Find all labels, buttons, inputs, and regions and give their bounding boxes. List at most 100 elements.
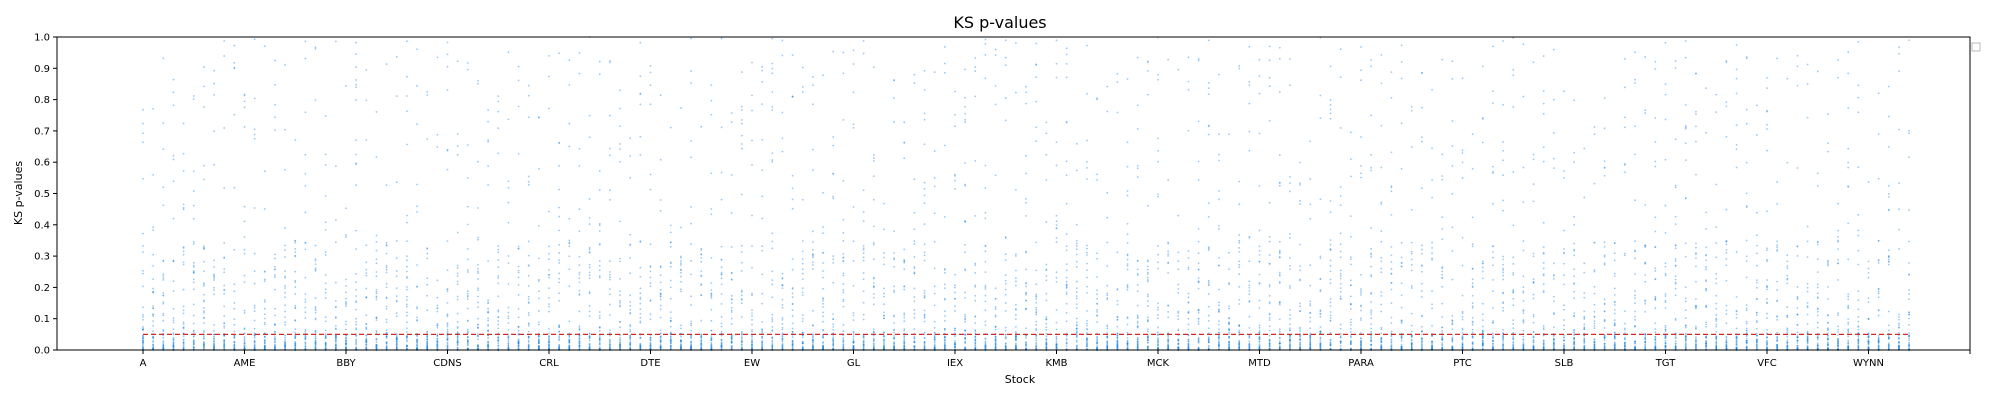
data-point: [324, 320, 327, 323]
data-point: [598, 314, 601, 317]
data-point: [477, 334, 479, 337]
data-point: [182, 343, 185, 346]
data-point: [456, 331, 459, 334]
data-point: [1086, 254, 1088, 256]
data-point: [416, 285, 418, 288]
data-point: [1136, 304, 1139, 307]
data-point: [456, 283, 459, 286]
data-point: [375, 156, 378, 159]
data-point: [1075, 324, 1078, 327]
data-point: [334, 336, 337, 339]
data-point: [1075, 295, 1078, 298]
data-point: [213, 339, 215, 342]
data-point: [1197, 57, 1200, 60]
data-point: [436, 145, 439, 148]
data-point: [223, 347, 226, 350]
data-point: [700, 257, 703, 259]
data-point: [436, 310, 439, 313]
data-point: [162, 336, 165, 339]
data-point: [294, 286, 297, 288]
data-point: [507, 51, 510, 54]
data-point: [1015, 280, 1017, 283]
data-point: [598, 170, 601, 172]
data-point: [537, 339, 540, 342]
data-point: [395, 300, 398, 303]
data-point: [385, 347, 388, 350]
data-point: [659, 308, 662, 311]
data-point: [263, 170, 266, 173]
data-point: [781, 343, 784, 345]
data-point: [923, 202, 926, 204]
data-point: [1207, 341, 1210, 344]
data-point: [203, 245, 205, 248]
data-point: [487, 341, 489, 344]
data-point: [1096, 252, 1098, 255]
data-point: [152, 347, 155, 350]
data-point: [1238, 285, 1241, 288]
data-point: [436, 343, 439, 346]
data-point: [416, 335, 418, 338]
data-point: [1177, 268, 1180, 271]
data-point: [578, 310, 581, 313]
data-point: [669, 126, 672, 129]
data-point: [730, 306, 733, 309]
data-point: [578, 147, 581, 150]
data-point: [436, 333, 439, 336]
data-point: [680, 340, 682, 342]
data-point: [162, 319, 165, 322]
data-point: [314, 347, 317, 350]
data-point: [507, 180, 510, 183]
data-point: [345, 336, 347, 339]
data-point: [152, 343, 155, 346]
data-point: [1015, 308, 1017, 311]
data-point: [466, 347, 469, 350]
data-point: [1126, 323, 1129, 326]
data-point: [284, 256, 286, 258]
data-point: [446, 334, 449, 337]
data-point: [436, 342, 439, 345]
data-point: [527, 254, 530, 257]
data-point: [1096, 344, 1098, 347]
data-point: [832, 197, 835, 200]
data-point: [1258, 299, 1261, 302]
data-point: [152, 347, 155, 350]
data-point: [690, 222, 692, 225]
data-point: [852, 126, 855, 129]
data-point: [609, 341, 611, 344]
data-point: [812, 169, 814, 172]
data-point: [883, 345, 885, 348]
data-point: [1055, 236, 1058, 239]
data-point: [1025, 154, 1027, 157]
data-point: [355, 184, 358, 186]
data-point: [1218, 338, 1220, 341]
data-point: [771, 326, 774, 328]
data-point: [740, 294, 743, 296]
data-point: [507, 340, 510, 343]
data-point: [1075, 297, 1078, 300]
data-point: [1207, 319, 1210, 322]
data-point: [680, 280, 682, 283]
data-point: [730, 271, 733, 274]
data-point: [629, 272, 632, 275]
data-point: [406, 259, 408, 262]
data-point: [142, 177, 144, 180]
data-point: [1157, 308, 1159, 311]
data-point: [994, 306, 997, 309]
data-point: [1248, 289, 1251, 292]
data-point: [669, 262, 672, 265]
data-point: [629, 304, 632, 307]
data-point: [771, 346, 774, 348]
data-point: [345, 347, 347, 350]
data-point: [406, 337, 408, 340]
data-point: [761, 335, 764, 338]
data-point: [456, 341, 459, 344]
data-point: [304, 345, 307, 348]
data-point: [609, 343, 611, 345]
data-point: [162, 347, 165, 350]
data-point: [243, 340, 246, 343]
data-point: [710, 293, 713, 295]
data-point: [1136, 340, 1139, 343]
data-point: [822, 311, 824, 314]
data-point: [314, 345, 317, 348]
data-point: [791, 343, 794, 346]
